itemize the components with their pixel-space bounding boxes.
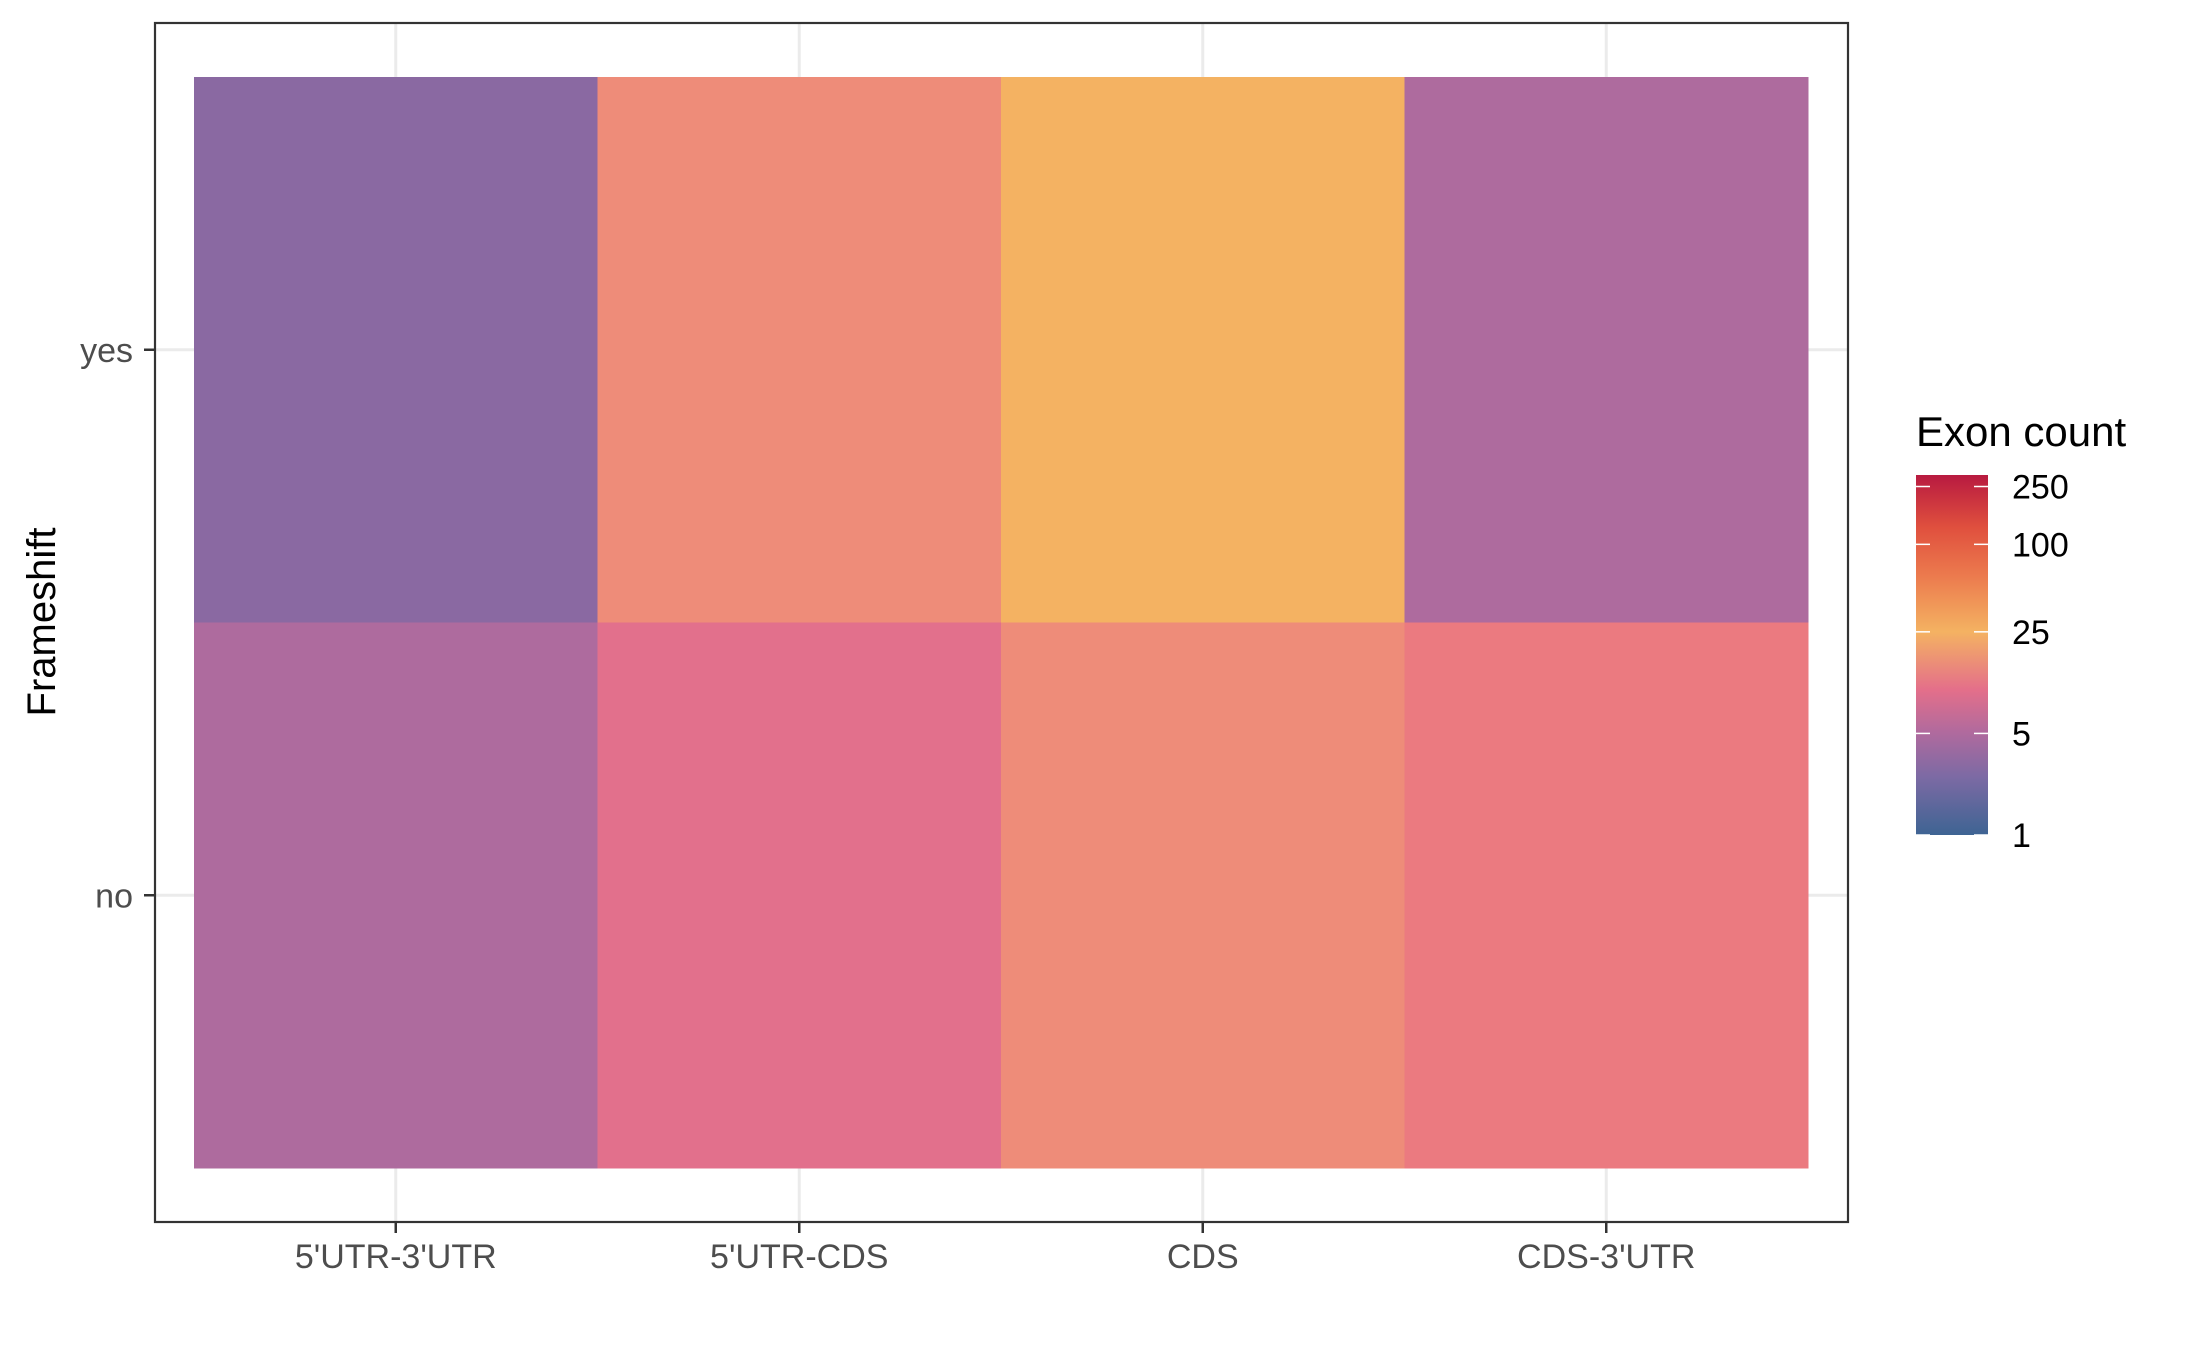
y-tick-label: yes: [80, 332, 133, 370]
x-tick-label: 5'UTR-CDS: [710, 1238, 888, 1276]
heatmap-cell: [194, 622, 598, 1169]
legend: Exon count 1 5 25 100 250: [1916, 408, 2126, 855]
legend-title: Exon count: [1916, 408, 2126, 455]
x-tick-label: 5'UTR-3'UTR: [295, 1238, 497, 1276]
legend-tick-label: 1: [2012, 817, 2031, 855]
y-axis-title: Frameshift: [20, 528, 64, 717]
heatmap-cell: [1404, 77, 1809, 623]
legend-tick-label: 5: [2012, 715, 2031, 753]
legend-tick-label: 250: [2012, 469, 2069, 507]
heatmap-cell: [1001, 77, 1405, 623]
legend-tick-label: 25: [2012, 614, 2050, 652]
heatmap-cell: [194, 77, 598, 623]
x-axis: 5'UTR-3'UTR 5'UTR-CDS CDS CDS-3'UTR: [295, 1222, 1695, 1276]
y-tick-label: no: [95, 877, 133, 915]
x-tick-label: CDS-3'UTR: [1517, 1238, 1695, 1276]
legend-tick-label: 100: [2012, 526, 2069, 564]
legend-ticks: 1 5 25 100 250: [1916, 469, 2069, 855]
heatmap-cell: [1404, 622, 1809, 1169]
legend-colorbar: [1916, 475, 1988, 835]
x-tick-label: CDS: [1167, 1238, 1239, 1276]
y-axis: no yes: [80, 332, 155, 915]
plot-panel-border: [153, 21, 1850, 1224]
heatmap-cell: [597, 622, 1002, 1169]
heatmap-cell: [1001, 622, 1405, 1169]
heatmap-cells: [194, 77, 1809, 1169]
heatmap-cell: [597, 77, 1002, 623]
